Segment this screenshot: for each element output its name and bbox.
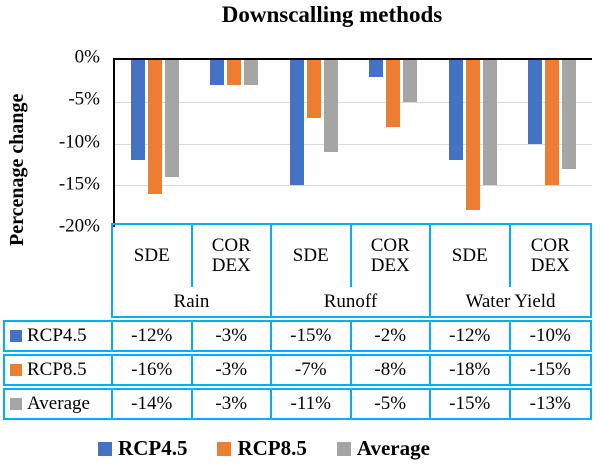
bar-average-runoff-sde xyxy=(323,60,338,152)
table-group-header-water-yield: Water Yield xyxy=(465,290,556,312)
table-header-rain-sde: SDE xyxy=(113,225,193,287)
bar-group-runoff-cordex xyxy=(354,60,434,227)
bar-rcp4-5-water-yield-sde xyxy=(448,60,463,161)
bar-groups xyxy=(115,60,592,227)
legend-item-rcp4-5: RCP4.5 xyxy=(98,436,187,461)
legend-label: RCP8.5 xyxy=(237,436,307,460)
rcp8-5-swatch-icon xyxy=(10,364,22,376)
legend-label: RCP4.5 xyxy=(118,436,188,460)
bar-group-water-yield-cordex xyxy=(513,60,593,227)
table-cell-rcp4-5-water-yield-cordex: -10% xyxy=(529,325,571,346)
table-group-header-rain: Rain xyxy=(113,287,272,316)
data-table-rows: RCP4.5 -12% -3% -15% -2% -12% -10% RCP8.5 -16% -3… xyxy=(3,320,592,422)
table-cell-rcp4-5-rain-sde: -12% xyxy=(113,322,193,350)
bar-rcp4-5-runoff-sde xyxy=(289,60,304,186)
table-header-rain-cor-dex: COR DEX xyxy=(193,225,272,287)
table-cell-average-water-yield-sde: -15% xyxy=(431,390,511,418)
data-table-header: SDE COR DEX SDE COR DEX SDE COR DEX Rain Runoff… xyxy=(111,223,592,318)
table-row-label-text: RCP4.5 xyxy=(27,325,87,346)
y-tick-label-10: -10% xyxy=(58,131,100,153)
table-header-runoff-cor-dex: COR DEX xyxy=(352,225,431,287)
legend-swatch-icon xyxy=(98,441,113,456)
table-row-label-rcp4-5: RCP4.5 xyxy=(5,322,113,350)
bar-rcp8-5-runoff-sde xyxy=(306,60,321,119)
gridline xyxy=(115,185,592,187)
bar-rcp4-5-rain-sde xyxy=(130,60,145,161)
bar-average-rain-sde xyxy=(164,60,179,177)
table-cell-rcp8-5-water-yield-cordex: -15% xyxy=(529,359,571,380)
table-cell-average-rain-cordex: -3% xyxy=(193,390,272,418)
bar-group-runoff-sde xyxy=(274,60,354,227)
table-cell-average-runoff-cordex: -5% xyxy=(352,390,431,418)
table-row-label-text: Average xyxy=(27,393,90,414)
bar-average-rain-cordex xyxy=(244,60,259,86)
table-row-label-rcp8-5: RCP8.5 xyxy=(5,356,113,384)
bar-group-rain-sde xyxy=(115,60,195,227)
bar-rcp8-5-rain-cordex xyxy=(227,60,242,86)
legend-item-average: Average xyxy=(336,436,430,461)
bar-rcp8-5-water-yield-sde xyxy=(465,60,480,211)
table-cell-rcp8-5-rain-cordex: -3% xyxy=(193,356,272,384)
table-header-water-yield-sde: SDE xyxy=(431,225,511,287)
table-group-header-runoff: Runoff xyxy=(272,287,431,316)
table-row-label-average: Average xyxy=(5,390,113,418)
table-cell-rcp4-5-rain-cordex: -3% xyxy=(193,322,272,350)
table-cell-average-water-yield-cordex: -13% xyxy=(529,393,571,414)
table-cell-rcp8-5-water-yield-sde: -18% xyxy=(431,356,511,384)
y-tick-label-20: -20% xyxy=(58,215,100,237)
chart-title: Downscalling methods xyxy=(221,2,443,27)
bar-rcp4-5-runoff-cordex xyxy=(369,60,384,77)
bar-average-runoff-cordex xyxy=(403,60,418,102)
bar-rcp8-5-rain-sde xyxy=(147,60,162,194)
table-row-average: Average -14% -3% -11% -5% -15% -13% xyxy=(3,388,592,420)
plot-area xyxy=(113,58,592,227)
legend: RCP4.5 RCP8.5 Average xyxy=(0,436,600,461)
bar-rcp8-5-runoff-cordex xyxy=(386,60,401,127)
gridline xyxy=(115,101,592,103)
table-row-rcp8-5: RCP8.5 -16% -3% -7% -8% -18% -15% xyxy=(3,354,592,386)
table-header-runoff-sde: SDE xyxy=(272,225,352,287)
table-cell-rcp8-5-runoff-sde: -7% xyxy=(272,356,352,384)
table-cell-average-rain-sde: -14% xyxy=(113,390,193,418)
table-cell-rcp4-5-runoff-cordex: -2% xyxy=(352,322,431,350)
table-row-label-text: RCP8.5 xyxy=(27,359,87,380)
rcp4-5-swatch-icon xyxy=(10,330,22,342)
y-axis-ticks: 0% -5% -10% -15% -20% xyxy=(0,47,106,237)
bar-rcp8-5-water-yield-cordex xyxy=(545,60,560,186)
table-cell-average-runoff-sde: -11% xyxy=(272,390,352,418)
table-cell-rcp4-5-runoff-sde: -15% xyxy=(272,322,352,350)
bar-rcp4-5-rain-cordex xyxy=(210,60,225,86)
table-cell-rcp4-5-water-yield-sde: -12% xyxy=(431,322,511,350)
gridline xyxy=(115,143,592,145)
y-tick-label-0: 0% xyxy=(74,46,100,68)
legend-swatch-icon xyxy=(217,441,232,456)
legend-swatch-icon xyxy=(336,441,351,456)
bar-group-rain-cordex xyxy=(195,60,275,227)
legend-label: Average xyxy=(356,436,430,460)
bar-average-water-yield-sde xyxy=(482,60,497,186)
bar-group-water-yield-sde xyxy=(433,60,513,227)
y-tick-label-5: -5% xyxy=(68,88,100,110)
table-header-water-yield-cor-dex: COR DEX xyxy=(530,235,570,276)
bar-rcp4-5-water-yield-cordex xyxy=(528,60,543,144)
bar-average-water-yield-cordex xyxy=(562,60,577,169)
table-cell-rcp8-5-runoff-cordex: -8% xyxy=(352,356,431,384)
legend-item-rcp8-5: RCP8.5 xyxy=(217,436,307,461)
table-row-rcp4-5: RCP4.5 -12% -3% -15% -2% -12% -10% xyxy=(3,320,592,352)
table-cell-rcp8-5-rain-sde: -16% xyxy=(113,356,193,384)
y-tick-label-15: -15% xyxy=(58,173,100,195)
average-swatch-icon xyxy=(10,398,22,410)
